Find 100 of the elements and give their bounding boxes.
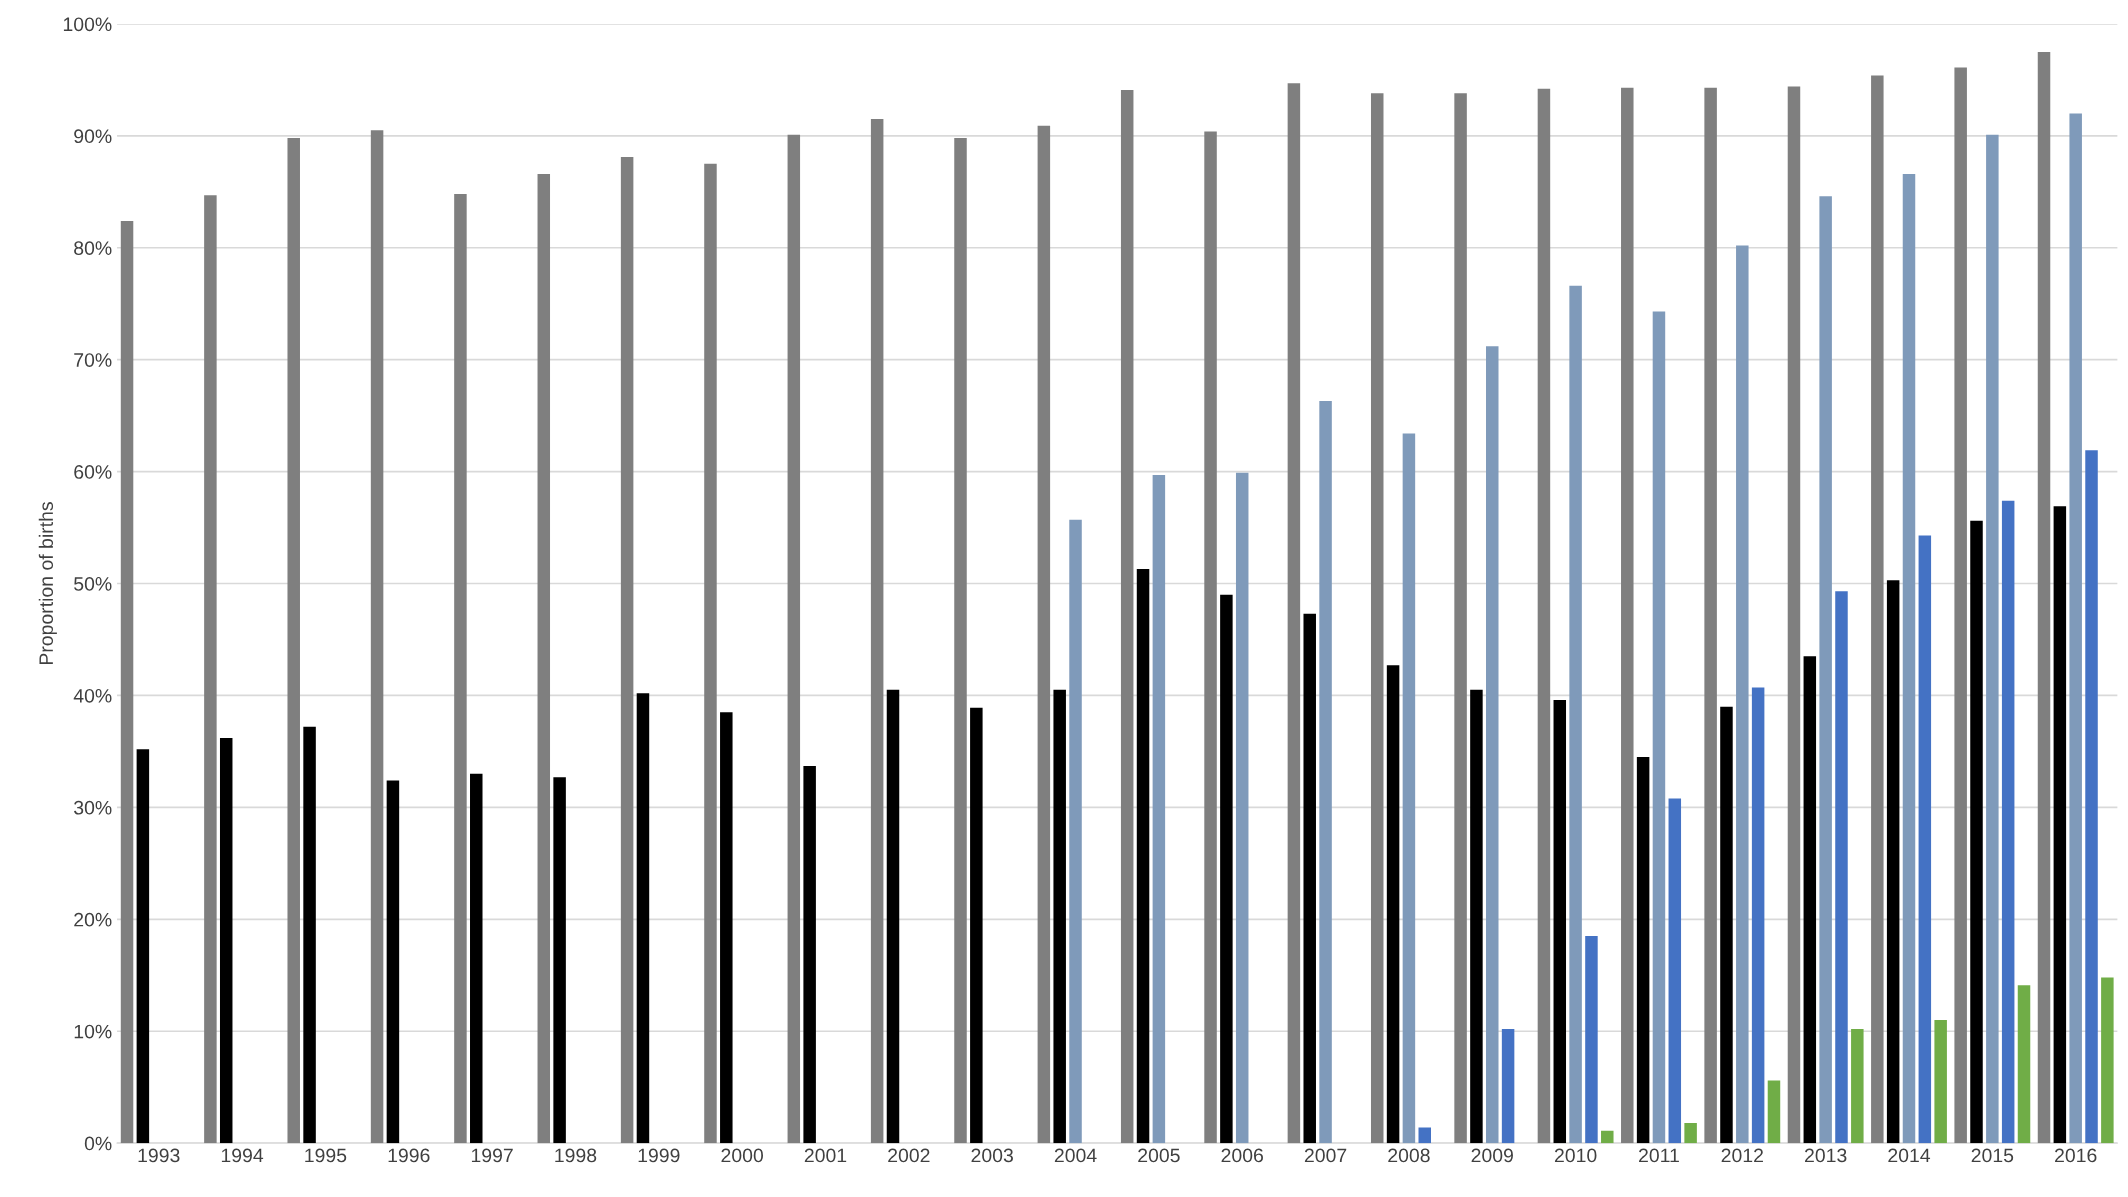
bar bbox=[1736, 245, 1749, 1144]
bar bbox=[553, 777, 566, 1144]
bar bbox=[386, 780, 400, 1144]
bar bbox=[1569, 285, 1582, 1144]
bar bbox=[1636, 757, 1650, 1144]
bar bbox=[1621, 87, 1634, 1144]
x-tick-label: 2006 bbox=[1221, 1148, 1263, 1163]
bar bbox=[204, 195, 217, 1144]
bar bbox=[970, 707, 983, 1144]
bar bbox=[720, 712, 733, 1144]
bar bbox=[636, 693, 650, 1144]
bar bbox=[1037, 125, 1051, 1144]
x-tick-label: 1998 bbox=[555, 1148, 597, 1163]
bar bbox=[1668, 798, 1682, 1144]
bar bbox=[2001, 500, 2015, 1144]
bar bbox=[1986, 134, 1999, 1144]
bar bbox=[1819, 196, 1832, 1144]
bar bbox=[219, 737, 233, 1144]
bar bbox=[1652, 311, 1666, 1144]
bar bbox=[1851, 1028, 1864, 1144]
x-tick-label: 2009 bbox=[1471, 1148, 1513, 1163]
x-tick-label: 2007 bbox=[1304, 1148, 1347, 1163]
bar bbox=[1934, 1020, 1947, 1144]
bar bbox=[1470, 689, 1483, 1144]
bar bbox=[1053, 689, 1066, 1144]
y-tick-label: 40% bbox=[73, 688, 112, 703]
bar bbox=[454, 194, 467, 1144]
bar bbox=[1886, 580, 1900, 1144]
bar bbox=[1220, 594, 1233, 1144]
bar bbox=[787, 134, 801, 1144]
bar bbox=[303, 726, 316, 1144]
bar bbox=[1902, 173, 1916, 1144]
x-tick-label: 2008 bbox=[1388, 1148, 1430, 1163]
x-tick-label: 2001 bbox=[804, 1148, 847, 1163]
bar bbox=[1386, 665, 1400, 1144]
bar bbox=[1120, 89, 1134, 1144]
bar bbox=[1454, 93, 1467, 1144]
x-tick-label: 1996 bbox=[388, 1148, 430, 1163]
bar bbox=[1835, 591, 1848, 1144]
bar bbox=[1069, 519, 1082, 1144]
bar bbox=[2037, 51, 2051, 1144]
x-tick-label: 2003 bbox=[971, 1148, 1013, 1163]
x-tick-label: 2005 bbox=[1138, 1148, 1180, 1163]
bar bbox=[2053, 506, 2067, 1144]
bar bbox=[870, 119, 884, 1144]
bar bbox=[1704, 87, 1717, 1144]
y-tick-label: 100% bbox=[63, 17, 112, 32]
x-tick-label: 2016 bbox=[2055, 1148, 2097, 1163]
y-tick-label: 70% bbox=[74, 353, 112, 367]
y-tick-label: 60% bbox=[74, 465, 112, 479]
bar bbox=[1418, 1127, 1431, 1144]
y-tick-label: 30% bbox=[74, 800, 112, 815]
bar bbox=[1601, 1130, 1614, 1144]
bar bbox=[1720, 706, 1733, 1144]
bar bbox=[287, 138, 300, 1144]
bar bbox=[1303, 613, 1316, 1144]
x-tick-label: 2014 bbox=[1888, 1148, 1931, 1163]
x-tick-label: 2011 bbox=[1639, 1148, 1679, 1163]
bar bbox=[2101, 977, 2114, 1144]
bar bbox=[1319, 401, 1332, 1144]
y-tick-label: 80% bbox=[74, 241, 112, 256]
bar bbox=[370, 130, 384, 1144]
y-axis-title: Proportion of births bbox=[38, 502, 57, 665]
bar bbox=[1486, 346, 1499, 1144]
x-tick-label: 2000 bbox=[721, 1148, 764, 1163]
y-tick-label: 50% bbox=[74, 577, 112, 591]
bar bbox=[1235, 472, 1249, 1144]
bar bbox=[1954, 67, 1967, 1144]
x-tick-label: 1995 bbox=[305, 1148, 347, 1163]
bar bbox=[1501, 1028, 1515, 1144]
bar bbox=[537, 173, 551, 1144]
x-tick-label: 1997 bbox=[471, 1148, 513, 1163]
bar bbox=[2017, 985, 2031, 1144]
x-tick-label: 2010 bbox=[1554, 1148, 1597, 1163]
bar bbox=[470, 773, 483, 1144]
bar bbox=[1370, 93, 1384, 1144]
bar bbox=[1152, 474, 1166, 1144]
bar bbox=[2069, 113, 2082, 1144]
bar bbox=[1751, 687, 1765, 1144]
x-tick-label: 1999 bbox=[638, 1148, 680, 1163]
bar bbox=[1787, 86, 1801, 1144]
bar bbox=[1537, 88, 1551, 1144]
bar bbox=[1871, 75, 1884, 1144]
bar bbox=[1767, 1080, 1781, 1144]
bar bbox=[886, 689, 900, 1144]
bar bbox=[1918, 535, 1932, 1144]
x-tick-label: 1994 bbox=[221, 1148, 264, 1163]
bar bbox=[136, 749, 150, 1144]
y-tick-label: 10% bbox=[74, 1024, 112, 1039]
bar bbox=[704, 163, 717, 1144]
bar bbox=[120, 220, 134, 1144]
bar bbox=[1287, 83, 1301, 1144]
bar bbox=[1553, 699, 1567, 1144]
x-tick-label: 2012 bbox=[1721, 1148, 1763, 1163]
x-tick-label: 2002 bbox=[888, 1148, 930, 1163]
y-tick-label: 90% bbox=[74, 129, 112, 144]
bar bbox=[1585, 936, 1598, 1144]
x-tick-label: 2013 bbox=[1805, 1148, 1847, 1163]
bar bbox=[954, 138, 967, 1144]
x-tick-label: 2004 bbox=[1054, 1148, 1097, 1163]
